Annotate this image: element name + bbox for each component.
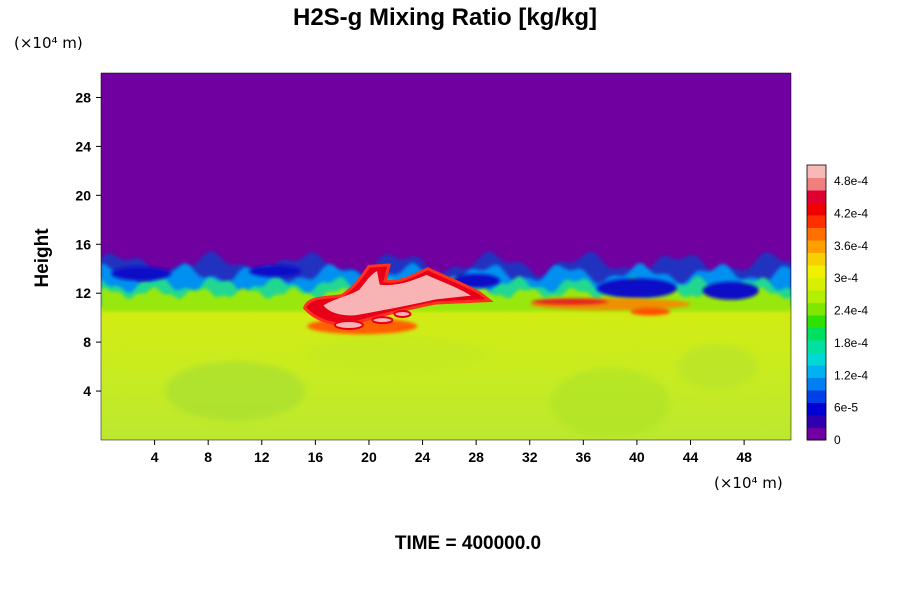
x-tick-label: 28 (468, 449, 484, 465)
plot-frame (100, 72, 792, 441)
colorbar-tick-label: 3e-4 (834, 271, 858, 285)
colorbar-segment (807, 315, 826, 328)
colorbar-segment (807, 215, 826, 228)
x-unit-label: (×10⁴ m) (714, 474, 783, 492)
secondary-peak-red (630, 307, 671, 316)
blue-pocket (702, 281, 759, 300)
x-tick-label: 36 (576, 449, 592, 465)
y-unit-label: (×10⁴ m) (14, 34, 83, 52)
colorbar-tick-label: 3.6e-4 (834, 239, 868, 253)
y-tick-label: 24 (75, 138, 91, 154)
peak-spot (371, 316, 394, 325)
peak-spot (393, 309, 412, 318)
colorbar-segment (807, 290, 826, 303)
colorbar-segment (807, 427, 826, 441)
x-tick-label: 20 (361, 449, 377, 465)
chart-title: H2S-g Mixing Ratio [kg/kg] (293, 4, 597, 31)
colorbar-tick-label: 2.4e-4 (834, 304, 868, 318)
colorbar-segment (807, 165, 826, 178)
colorbar-segment (807, 390, 826, 403)
x-tick-label: 40 (629, 449, 645, 465)
x-tick-label: 12 (254, 449, 270, 465)
colorbar-segment (807, 402, 826, 416)
lower-structure (677, 344, 758, 389)
colorbar-segment (807, 340, 826, 353)
peak-core (323, 271, 471, 316)
blue-pocket (111, 266, 172, 281)
x-tick-label: 4 (151, 449, 159, 465)
lower-structure (164, 361, 305, 422)
colorbar-segment (807, 252, 826, 266)
x-tick-label: 48 (736, 449, 752, 465)
colorbar-segment (807, 240, 826, 253)
colorbar-segment (807, 327, 826, 341)
colorbar-segment (807, 190, 826, 203)
time-label: TIME = 400000.0 (395, 533, 541, 554)
colorbar-segment (807, 177, 826, 191)
heatmap-field (101, 73, 791, 440)
x-tick-label: 24 (415, 449, 431, 465)
colorbar-tick-label: 0 (834, 433, 841, 447)
lower-structure (550, 368, 671, 439)
colorbar-segment (807, 352, 826, 366)
colorbar-segment (807, 265, 826, 278)
peak-spot (333, 320, 364, 331)
colorbar-segment (807, 377, 826, 391)
y-tick-label: 8 (83, 334, 91, 350)
y-axis-label: Height (32, 228, 53, 288)
lower-structure (305, 336, 486, 373)
y-ticks: 4 8 12 16 20 24 28 (75, 89, 101, 399)
x-tick-label: 32 (522, 449, 538, 465)
secondary-peak-red (531, 298, 608, 305)
blue-pocket (249, 265, 302, 278)
y-tick-label: 16 (75, 236, 91, 252)
blue-pocket (596, 278, 677, 299)
y-tick-label: 12 (75, 285, 91, 301)
y-tick-label: 4 (83, 383, 91, 399)
colorbar-segment (807, 415, 826, 428)
y-tick-label: 28 (75, 89, 91, 105)
x-ticks: 4 8 12 16 20 24 28 32 36 40 44 48 (151, 440, 752, 465)
colorbar-tick-label: 4.8e-4 (834, 174, 868, 188)
x-tick-label: 44 (683, 449, 699, 465)
x-tick-label: 16 (308, 449, 324, 465)
colorbar-segment (807, 202, 826, 216)
x-tick-label: 8 (204, 449, 212, 465)
colorbar-tick-label: 1.2e-4 (834, 368, 868, 382)
colorbar-tick-label: 6e-5 (834, 401, 858, 415)
colorbar-segment (807, 365, 826, 378)
colorbar-segment (807, 227, 826, 241)
colorbar-tick-label: 1.8e-4 (834, 336, 868, 350)
colorbar-segment (807, 302, 826, 316)
colorbar-tick-label: 4.2e-4 (834, 207, 868, 221)
colorbar-frame (806, 164, 827, 441)
y-tick-label: 20 (75, 187, 91, 203)
colorbar-segment (807, 277, 826, 291)
colorbar: 0 6e-5 1.2e-4 1.8e-4 2.4e-4 3e-4 3.6e-4 4.2e-4 4… (806, 164, 868, 447)
